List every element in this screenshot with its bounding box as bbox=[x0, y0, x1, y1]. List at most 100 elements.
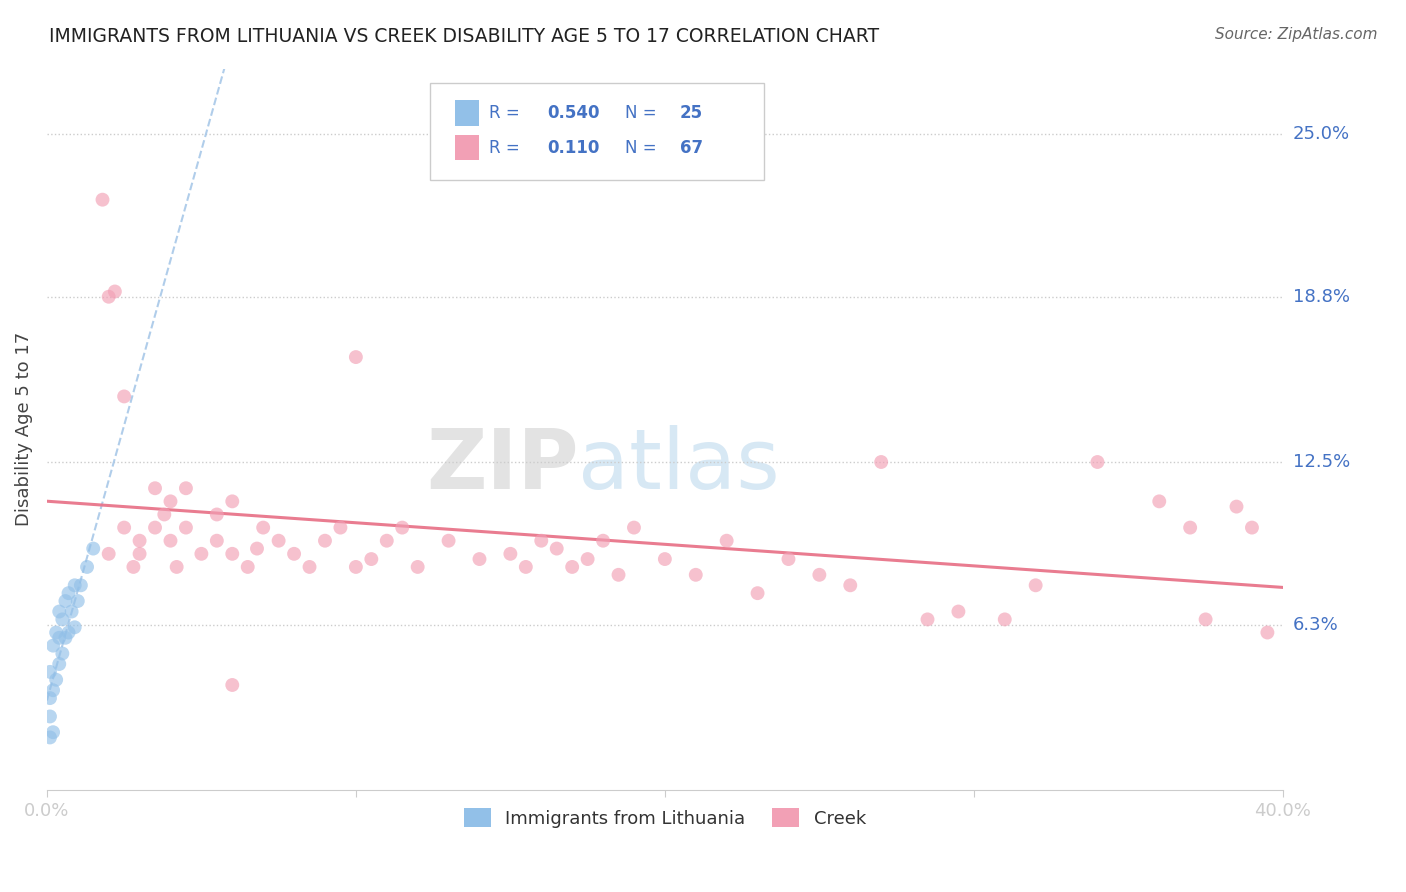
Creek bbox=[174, 520, 197, 534]
Creek bbox=[530, 533, 553, 548]
Creek bbox=[128, 547, 150, 561]
Immigrants from Lithuania bbox=[58, 586, 80, 600]
Text: 6.3%: 6.3% bbox=[1292, 615, 1339, 633]
Immigrants from Lithuania bbox=[55, 631, 77, 645]
Creek bbox=[1225, 500, 1247, 514]
Text: IMMIGRANTS FROM LITHUANIA VS CREEK DISABILITY AGE 5 TO 17 CORRELATION CHART: IMMIGRANTS FROM LITHUANIA VS CREEK DISAB… bbox=[49, 27, 879, 45]
Immigrants from Lithuania bbox=[42, 725, 65, 739]
Text: R =: R = bbox=[489, 104, 526, 122]
Immigrants from Lithuania bbox=[48, 657, 70, 671]
Creek bbox=[391, 520, 413, 534]
FancyBboxPatch shape bbox=[454, 100, 479, 126]
Creek bbox=[159, 533, 181, 548]
Immigrants from Lithuania bbox=[39, 665, 62, 679]
Creek bbox=[267, 533, 290, 548]
Creek bbox=[1178, 520, 1201, 534]
Creek bbox=[561, 560, 583, 574]
Creek bbox=[839, 578, 862, 592]
Creek bbox=[994, 612, 1017, 626]
Text: 18.8%: 18.8% bbox=[1292, 288, 1350, 306]
Creek bbox=[870, 455, 893, 469]
Immigrants from Lithuania bbox=[45, 625, 67, 640]
Creek bbox=[468, 552, 491, 566]
Immigrants from Lithuania bbox=[60, 605, 83, 619]
Creek bbox=[205, 508, 228, 522]
Creek bbox=[499, 547, 522, 561]
Creek bbox=[97, 290, 120, 304]
Immigrants from Lithuania bbox=[39, 709, 62, 723]
Creek bbox=[174, 481, 197, 495]
Text: 12.5%: 12.5% bbox=[1292, 453, 1350, 471]
Immigrants from Lithuania bbox=[48, 631, 70, 645]
Creek bbox=[515, 560, 537, 574]
Immigrants from Lithuania bbox=[55, 594, 77, 608]
Y-axis label: Disability Age 5 to 17: Disability Age 5 to 17 bbox=[15, 332, 32, 526]
Creek bbox=[252, 520, 274, 534]
Creek bbox=[221, 494, 243, 508]
Creek bbox=[128, 533, 150, 548]
Creek bbox=[948, 605, 970, 619]
Creek bbox=[406, 560, 429, 574]
Immigrants from Lithuania bbox=[63, 620, 86, 634]
Creek bbox=[778, 552, 800, 566]
Text: atlas: atlas bbox=[578, 425, 780, 506]
Immigrants from Lithuania bbox=[70, 578, 93, 592]
Creek bbox=[314, 533, 336, 548]
Creek bbox=[143, 520, 166, 534]
Text: 25.0%: 25.0% bbox=[1292, 125, 1350, 143]
Creek bbox=[166, 560, 188, 574]
Creek bbox=[91, 193, 114, 207]
Creek bbox=[153, 508, 176, 522]
Creek bbox=[576, 552, 599, 566]
Creek bbox=[143, 481, 166, 495]
Text: N =: N = bbox=[626, 139, 662, 157]
Immigrants from Lithuania bbox=[51, 612, 73, 626]
Immigrants from Lithuania bbox=[51, 647, 73, 661]
Creek bbox=[112, 520, 135, 534]
Creek bbox=[236, 560, 259, 574]
Legend: Immigrants from Lithuania, Creek: Immigrants from Lithuania, Creek bbox=[457, 801, 873, 835]
Creek bbox=[1087, 455, 1109, 469]
Creek bbox=[104, 285, 127, 299]
Immigrants from Lithuania bbox=[76, 560, 98, 574]
Immigrants from Lithuania bbox=[45, 673, 67, 687]
Text: 0.540: 0.540 bbox=[547, 104, 600, 122]
Creek bbox=[685, 567, 707, 582]
Creek bbox=[1149, 494, 1171, 508]
Creek bbox=[298, 560, 321, 574]
Creek bbox=[221, 678, 243, 692]
Creek bbox=[747, 586, 769, 600]
Creek bbox=[546, 541, 568, 556]
Creek bbox=[592, 533, 614, 548]
Creek bbox=[112, 389, 135, 403]
Creek bbox=[246, 541, 269, 556]
Creek bbox=[205, 533, 228, 548]
Creek bbox=[623, 520, 645, 534]
Text: Source: ZipAtlas.com: Source: ZipAtlas.com bbox=[1215, 27, 1378, 42]
Creek bbox=[437, 533, 460, 548]
Text: N =: N = bbox=[626, 104, 662, 122]
FancyBboxPatch shape bbox=[454, 135, 479, 161]
Immigrants from Lithuania bbox=[48, 605, 70, 619]
Immigrants from Lithuania bbox=[39, 691, 62, 706]
Creek bbox=[97, 547, 120, 561]
Creek bbox=[375, 533, 398, 548]
Creek bbox=[1194, 612, 1216, 626]
Creek bbox=[808, 567, 831, 582]
Creek bbox=[654, 552, 676, 566]
Immigrants from Lithuania bbox=[63, 578, 86, 592]
Creek bbox=[917, 612, 939, 626]
Text: R =: R = bbox=[489, 139, 526, 157]
Text: 25: 25 bbox=[679, 104, 703, 122]
Creek bbox=[1240, 520, 1263, 534]
Text: ZIP: ZIP bbox=[426, 425, 578, 506]
Creek bbox=[360, 552, 382, 566]
Immigrants from Lithuania bbox=[39, 731, 62, 745]
Immigrants from Lithuania bbox=[42, 639, 65, 653]
Creek bbox=[283, 547, 305, 561]
Creek bbox=[329, 520, 352, 534]
Creek bbox=[607, 567, 630, 582]
Creek bbox=[344, 560, 367, 574]
Creek bbox=[190, 547, 212, 561]
Immigrants from Lithuania bbox=[58, 625, 80, 640]
